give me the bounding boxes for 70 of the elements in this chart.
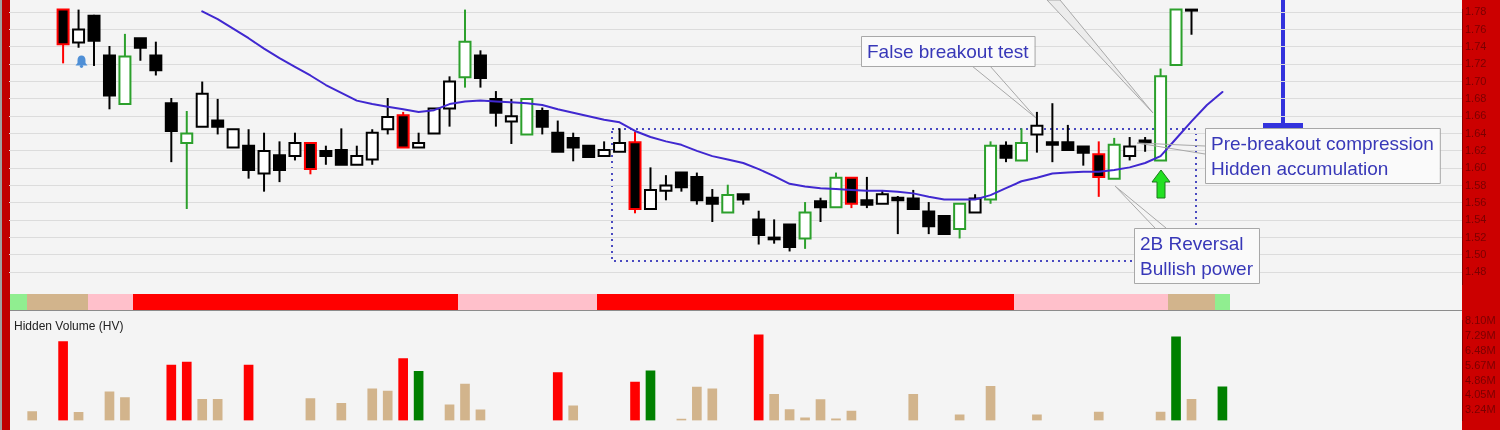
candlestick (226, 128, 240, 149)
y-tick-label: 1.78 (1465, 5, 1487, 18)
candlestick (1123, 136, 1137, 162)
candlestick (690, 171, 704, 206)
candlestick (551, 119, 565, 153)
candlestick (999, 140, 1013, 164)
candlestick (473, 49, 487, 89)
y-tick-label: 1.50 (1465, 247, 1487, 260)
y-tick-label: 1.74 (1465, 39, 1487, 52)
candlestick (334, 127, 348, 166)
y-tick-label: 4.05M (1465, 388, 1496, 401)
y-tick-label: 1.70 (1465, 74, 1487, 87)
candlestick (72, 8, 86, 49)
y-tick-label: 3.24M (1465, 403, 1496, 416)
y-tick-label: 1.48 (1465, 265, 1487, 278)
candlestick (211, 97, 225, 136)
candlestick (1076, 145, 1090, 167)
candlestick (783, 223, 797, 253)
y-tick-label: 6.48M (1465, 343, 1496, 356)
candlestick (1045, 102, 1059, 164)
candlestick (937, 214, 951, 236)
y-tick-label: 4.86M (1465, 373, 1496, 386)
candlestick (1184, 8, 1198, 36)
candlestick (922, 201, 936, 236)
candlestick (273, 140, 287, 184)
candlestick (891, 194, 905, 236)
candlestick (613, 127, 627, 153)
candlestick (906, 188, 920, 210)
candlestick (257, 131, 271, 193)
candlestick (860, 175, 874, 210)
y-tick-label: 1.76 (1465, 22, 1487, 35)
candlestick (381, 97, 395, 136)
candlestick (350, 144, 364, 166)
candlestick (566, 131, 580, 163)
candlestick (1030, 110, 1044, 154)
y-tick-label: 1.56 (1465, 195, 1487, 208)
y-tick-label: 1.54 (1465, 213, 1487, 226)
annotation: Pre-breakout compression Hidden accumulation (1211, 133, 1434, 179)
candlestick (659, 174, 673, 202)
candlestick (721, 183, 735, 214)
candlestick (752, 209, 766, 246)
y-tick-label: 1.64 (1465, 126, 1487, 139)
candlestick (504, 97, 518, 145)
y-tick-label: 1.66 (1465, 109, 1487, 122)
y-tick-label: 1.62 (1465, 143, 1487, 156)
candlestick (705, 188, 719, 223)
y-tick-label: 7.29M (1465, 328, 1496, 341)
candlestick (319, 144, 333, 166)
y-tick-label: 1.58 (1465, 178, 1487, 191)
annotation: 2B Reversal Bullish power (1140, 233, 1254, 279)
candlestick (1092, 140, 1106, 198)
candlestick (133, 37, 147, 62)
y-tick-label: 5.67M (1465, 358, 1496, 371)
candlestick (489, 90, 503, 128)
y-tick-label: 1.52 (1465, 230, 1487, 243)
candlestick (643, 166, 657, 210)
y-tick-label: 8.10M (1465, 313, 1496, 326)
candlestick (535, 106, 549, 136)
chart-title: Hidden Volume (HV) (14, 318, 124, 333)
candlestick (149, 40, 163, 77)
candlestick (814, 196, 828, 223)
candlestick (674, 171, 688, 193)
candlestick (180, 110, 194, 210)
y-tick-label: 1.60 (1465, 161, 1487, 174)
candlestick (1061, 123, 1075, 152)
candlestick (288, 131, 302, 162)
y-tick-label: 1.72 (1465, 57, 1487, 70)
annotation: False breakout test (867, 41, 1030, 62)
y-tick-label: 1.68 (1465, 91, 1487, 104)
candlestick (1014, 127, 1028, 162)
